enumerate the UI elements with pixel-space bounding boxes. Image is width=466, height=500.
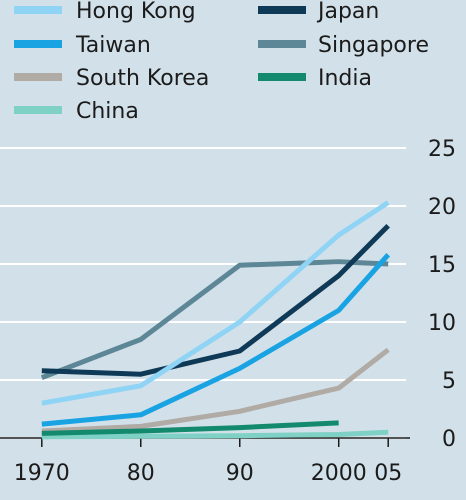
legend-swatch-japan [258,6,306,14]
y-tick-label: 0 [442,427,456,452]
y-tick-label: 10 [428,311,456,336]
legend-label-south-korea: South Korea [76,66,209,91]
series-line-south-korea [41,347,390,434]
legend-swatch-south-korea [14,73,62,81]
x-tick-label: 90 [226,461,254,486]
legend-swatch-china [14,106,62,114]
legend-swatch-singapore [258,40,306,48]
y-tick-label: 25 [428,137,456,162]
x-tick-label: 2000 [311,461,367,486]
y-axis-ticks: 0 5 10 15 20 25 [428,137,456,452]
x-tick-label: 1970 [14,461,70,486]
legend-label-china: China [76,99,139,124]
legend-swatch-taiwan [14,40,62,48]
legend-label-singapore: Singapore [318,33,429,58]
legend-label-taiwan: Taiwan [75,33,151,58]
x-tick-label: 80 [127,461,155,486]
legend-label-hong-kong: Hong Kong [76,0,196,24]
series-line-hong-kong [41,200,390,406]
series-line-india [41,420,339,436]
y-tick-label: 5 [442,369,456,394]
series-line-china [41,429,389,440]
legend-label-japan: Japan [316,0,379,24]
legend-swatch-hong-kong [14,6,62,14]
y-tick-label: 20 [428,195,456,220]
x-tick-label: 05 [374,461,402,486]
legend: Hong Kong Japan Taiwan Singapore South Korea… [14,0,429,124]
legend-swatch-india [258,73,306,81]
series-line-taiwan [41,253,391,427]
legend-label-india: India [318,66,372,91]
series-lines [40,200,391,440]
y-tick-label: 15 [428,253,456,278]
series-line-japan [41,223,390,377]
x-axis: 1970 80 90 2000 05 [0,437,410,486]
